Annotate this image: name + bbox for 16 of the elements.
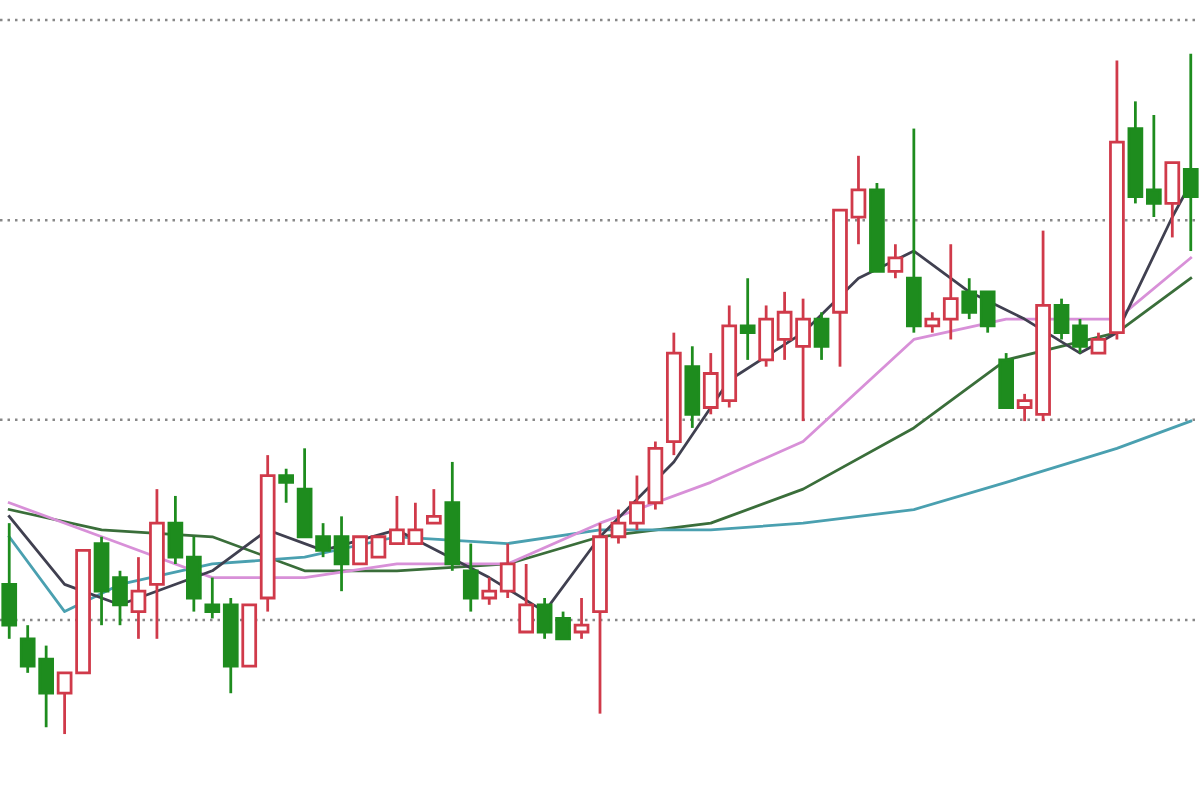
candlestick	[905, 127, 922, 335]
candlestick	[1164, 161, 1181, 239]
candlestick	[1, 521, 18, 641]
candlestick	[739, 276, 756, 362]
candlestick	[887, 242, 904, 280]
candlestick	[518, 562, 535, 634]
candlestick	[684, 344, 701, 430]
candlestick	[998, 351, 1015, 409]
candlestick	[573, 596, 590, 641]
candlestick	[813, 310, 830, 362]
candlestick	[1182, 52, 1199, 253]
candlestick	[462, 542, 479, 613]
candlestick	[278, 467, 295, 505]
candlestick	[130, 555, 147, 641]
candlestick	[425, 487, 442, 525]
candlestick	[1090, 331, 1107, 355]
